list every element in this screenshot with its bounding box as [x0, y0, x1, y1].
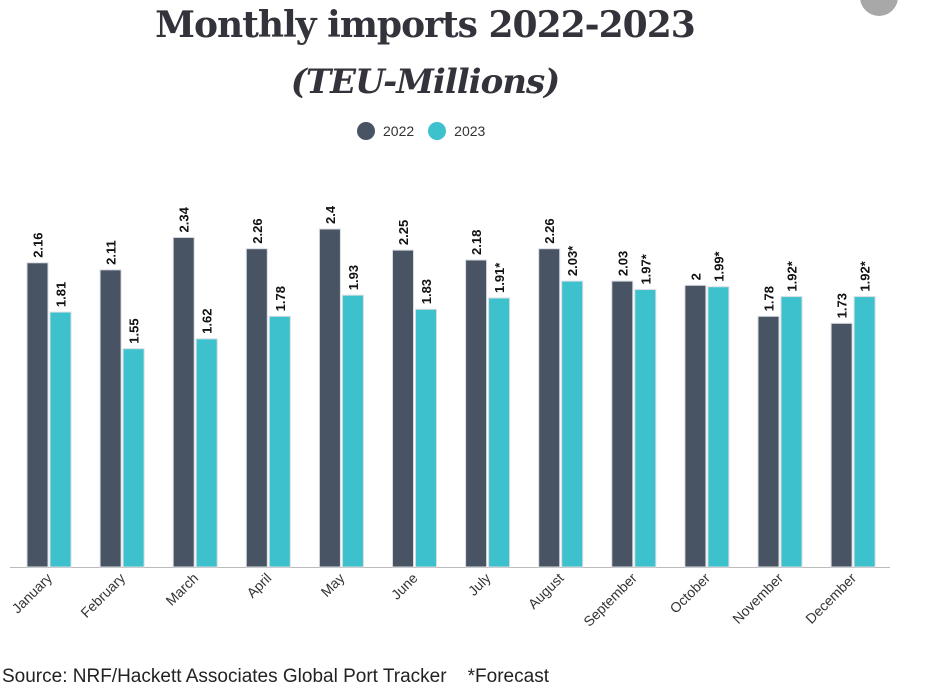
legend-swatch-2022 — [357, 122, 375, 140]
scroll-top-button[interactable] — [860, 0, 898, 16]
bar-2023-october — [707, 286, 730, 568]
data-label-2022-january: 2.16 — [31, 232, 46, 257]
bar-2023-november — [780, 296, 803, 568]
data-label-2022-february: 2.11 — [104, 240, 119, 265]
data-label-2022-august: 2.26 — [542, 218, 557, 243]
bar-2023-august — [561, 280, 584, 568]
bar-2022-october — [684, 284, 707, 568]
x-tick-label-october: October — [666, 570, 713, 617]
x-tick-label-august: August — [525, 570, 567, 612]
bar-2023-march — [195, 338, 218, 568]
bar-2022-november — [757, 315, 780, 568]
data-label-2023-april: 1.78 — [273, 286, 288, 311]
data-label-2022-december: 1.73 — [835, 293, 850, 318]
bar-2022-february — [99, 269, 122, 568]
chart-title: Monthly imports 2022-2023 — [155, 4, 696, 46]
x-tick-label-march: March — [162, 570, 201, 609]
data-label-2022-june: 2.25 — [396, 220, 411, 245]
bar-2023-december — [853, 296, 876, 568]
data-label-2022-july: 2.18 — [469, 230, 484, 255]
x-tick-label-december: December — [802, 570, 859, 627]
bar-2023-february — [122, 348, 145, 568]
x-tick-label-may: May — [318, 570, 348, 600]
x-tick-label-january: January — [9, 570, 56, 617]
data-label-2023-february: 1.55 — [127, 318, 142, 343]
bar-2023-june — [415, 308, 437, 568]
bar-2023-january — [49, 311, 72, 568]
bar-2022-may — [318, 228, 341, 568]
bar-2022-august — [538, 248, 561, 568]
source-note: Source: NRF/Hackett Associates Global Po… — [2, 666, 549, 687]
bar-2023-july — [488, 297, 511, 568]
legend: 2022 2023 — [357, 122, 499, 140]
x-tick-label-september: September — [580, 570, 640, 630]
data-label-2023-september: 1.97* — [638, 253, 653, 284]
data-label-2023-december: 1.92* — [858, 260, 873, 291]
data-label-2022-november: 1.78 — [762, 286, 777, 311]
x-tick-label-february: February — [77, 570, 128, 621]
data-label-2023-november: 1.92* — [785, 260, 800, 291]
bar-2022-june — [392, 249, 414, 568]
legend-label-2022: 2022 — [383, 123, 415, 139]
data-label-2023-august: 2.03* — [565, 245, 580, 276]
data-label-2023-march: 1.62 — [200, 309, 215, 334]
bar-2022-april — [245, 248, 268, 568]
data-label-2022-march: 2.34 — [177, 206, 192, 232]
data-label-2022-september: 2.03 — [615, 251, 630, 276]
x-tick-label-april: April — [243, 570, 274, 601]
bar-2022-december — [830, 322, 853, 568]
bar-2023-april — [268, 315, 291, 568]
chart-subtitle: (TEU-Millions) — [290, 62, 560, 102]
data-label-2022-october: 2 — [688, 273, 703, 280]
x-tick-label-june: June — [388, 570, 421, 603]
legend-swatch-2023 — [428, 122, 447, 140]
data-label-2023-october: 1.99* — [711, 250, 726, 281]
data-label-2022-april: 2.26 — [250, 218, 265, 243]
data-label-2023-june: 1.83 — [419, 279, 434, 304]
legend-label-2023: 2023 — [454, 123, 486, 139]
bar-2022-january — [26, 262, 49, 568]
data-label-2023-july: 1.91* — [492, 262, 507, 293]
x-tick-label-november: November — [729, 570, 786, 627]
bar-2023-may — [341, 294, 364, 568]
bar-2023-september — [634, 289, 657, 568]
bar-2022-september — [611, 280, 634, 568]
data-label-2023-january: 1.81 — [54, 282, 69, 307]
x-tick-label-july: July — [465, 570, 494, 599]
data-label-2022-may: 2.4 — [323, 205, 338, 224]
data-label-2023-may: 1.93 — [346, 265, 361, 290]
bar-2022-march — [172, 236, 195, 568]
bar-2022-july — [465, 259, 488, 568]
